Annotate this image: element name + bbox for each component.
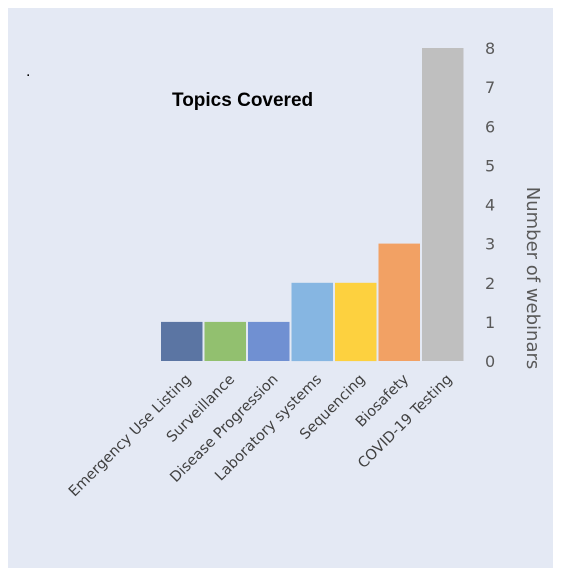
y-tick-label: 3 <box>485 235 495 254</box>
bar-covid-19-testing <box>422 48 464 361</box>
y-tick-label: 6 <box>485 117 495 136</box>
x-axis-categories: Emergency Use ListingSurveillanceDisease… <box>66 371 456 500</box>
chart-title: Topics Covered <box>172 90 313 111</box>
y-tick-label: 0 <box>485 352 495 371</box>
y-tick-label: 4 <box>485 196 495 215</box>
y-tick-label: 8 <box>485 39 495 58</box>
y-tick-label: 7 <box>485 78 495 97</box>
stray-dot-mark: . <box>26 63 30 80</box>
y-tick-label: 2 <box>485 274 495 293</box>
bar-laboratory-systems <box>291 282 333 362</box>
bar-emergency-use-listing <box>161 321 203 361</box>
bar-sequencing <box>335 282 377 362</box>
chart-svg: . Topics Covered 0 1 2 3 4 5 6 7 8 Emergency Use… <box>26 39 543 500</box>
bar-disease-progression <box>248 321 290 361</box>
y-tick-label: 1 <box>485 313 495 332</box>
bar-biosafety <box>378 243 420 361</box>
bar-surveillance <box>204 321 246 361</box>
bars-layer <box>161 48 464 362</box>
chart-area: . Topics Covered 0 1 2 3 4 5 6 7 8 Emergency Use… <box>8 8 553 568</box>
y-axis-ticks: 0 1 2 3 4 5 6 7 8 <box>485 39 495 371</box>
y-axis-label: Number of webinars <box>522 187 543 370</box>
y-tick-label: 5 <box>485 156 495 175</box>
